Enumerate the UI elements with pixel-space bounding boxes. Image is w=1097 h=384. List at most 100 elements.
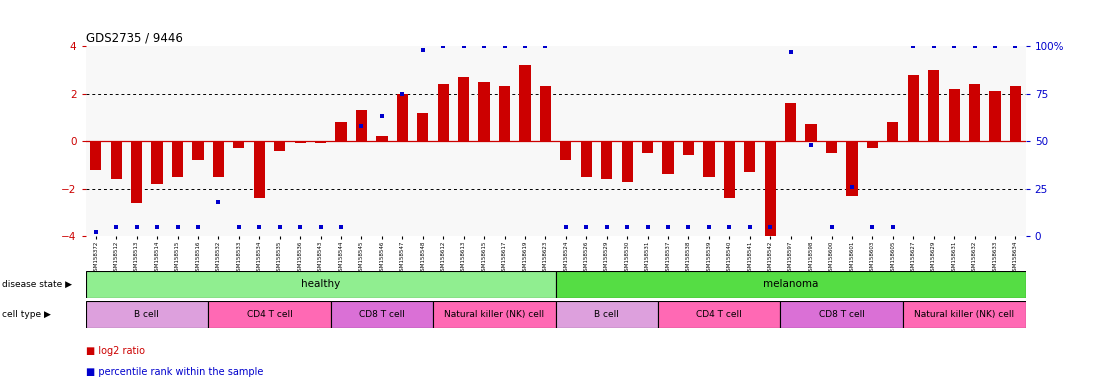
Text: disease state ▶: disease state ▶	[2, 280, 72, 289]
Point	[986, 43, 1004, 49]
Text: melanoma: melanoma	[764, 279, 818, 289]
Bar	[86, 301, 208, 328]
Text: B cell: B cell	[595, 310, 619, 319]
Bar	[499, 86, 510, 141]
Bar	[765, 141, 776, 236]
Text: CD8 T cell: CD8 T cell	[359, 310, 405, 319]
Bar	[780, 301, 903, 328]
Bar	[315, 141, 326, 144]
Bar	[642, 141, 653, 153]
Text: healthy: healthy	[301, 279, 340, 289]
Text: GDS2735 / 9446: GDS2735 / 9446	[86, 31, 182, 44]
Point	[517, 43, 534, 49]
Bar	[294, 141, 306, 144]
Point	[250, 223, 268, 230]
Bar	[663, 141, 674, 174]
Bar	[744, 141, 756, 172]
Point	[148, 223, 166, 230]
Bar	[887, 122, 898, 141]
Point	[965, 43, 983, 49]
Point	[210, 199, 227, 205]
Point	[312, 223, 329, 230]
Point	[108, 223, 125, 230]
Point	[905, 43, 923, 49]
Bar	[826, 141, 837, 153]
Bar	[192, 141, 204, 160]
Bar	[519, 65, 531, 141]
Bar	[253, 141, 264, 198]
Point	[292, 223, 309, 230]
Point	[823, 223, 840, 230]
Point	[332, 223, 350, 230]
Point	[740, 223, 758, 230]
Bar	[724, 141, 735, 198]
Bar	[928, 70, 939, 141]
Bar	[478, 82, 489, 141]
Bar	[907, 74, 919, 141]
Bar	[601, 141, 612, 179]
Bar	[785, 103, 796, 141]
Bar	[847, 141, 858, 196]
Text: B cell: B cell	[135, 310, 159, 319]
Text: ■ percentile rank within the sample: ■ percentile rank within the sample	[86, 367, 263, 377]
Bar	[556, 301, 658, 328]
Bar	[438, 84, 449, 141]
Text: Natural killer (NK) cell: Natural killer (NK) cell	[914, 310, 1015, 319]
Point	[598, 223, 615, 230]
Bar	[540, 86, 551, 141]
Point	[230, 223, 248, 230]
Text: CD8 T cell: CD8 T cell	[818, 310, 864, 319]
Point	[946, 43, 963, 49]
Bar	[274, 141, 285, 151]
Bar	[86, 271, 556, 298]
Point	[536, 43, 554, 49]
Bar	[417, 113, 429, 141]
Point	[434, 43, 452, 49]
Bar	[949, 89, 960, 141]
Bar	[90, 141, 101, 170]
Point	[373, 113, 391, 119]
Point	[577, 223, 595, 230]
Bar	[867, 141, 878, 148]
Point	[1007, 43, 1025, 49]
Bar	[903, 301, 1026, 328]
Text: ■ log2 ratio: ■ log2 ratio	[86, 346, 145, 356]
Point	[414, 47, 431, 53]
Point	[353, 123, 371, 129]
Bar	[355, 110, 367, 141]
Point	[884, 223, 902, 230]
Bar	[131, 141, 143, 203]
Point	[169, 223, 186, 230]
Bar	[561, 141, 572, 160]
Bar	[234, 141, 245, 148]
Bar	[433, 301, 556, 328]
Bar	[172, 141, 183, 177]
Point	[271, 223, 289, 230]
Bar	[151, 141, 162, 184]
Bar	[622, 141, 633, 182]
Point	[761, 223, 779, 230]
Point	[557, 223, 575, 230]
Point	[844, 184, 861, 190]
Point	[128, 223, 146, 230]
Bar	[459, 77, 470, 141]
Bar	[397, 94, 408, 141]
Bar	[682, 141, 694, 156]
Point	[619, 223, 636, 230]
Point	[455, 43, 473, 49]
Point	[87, 229, 104, 235]
Text: Natural killer (NK) cell: Natural killer (NK) cell	[444, 310, 544, 319]
Point	[700, 223, 717, 230]
Point	[925, 43, 942, 49]
Point	[721, 223, 738, 230]
Bar	[703, 141, 714, 177]
Text: CD4 T cell: CD4 T cell	[247, 310, 293, 319]
Bar	[580, 141, 592, 177]
Bar	[111, 141, 122, 179]
Point	[475, 43, 493, 49]
Bar	[1010, 86, 1021, 141]
Point	[863, 223, 881, 230]
Text: CD4 T cell: CD4 T cell	[697, 310, 742, 319]
Point	[496, 43, 513, 49]
Bar	[658, 301, 780, 328]
